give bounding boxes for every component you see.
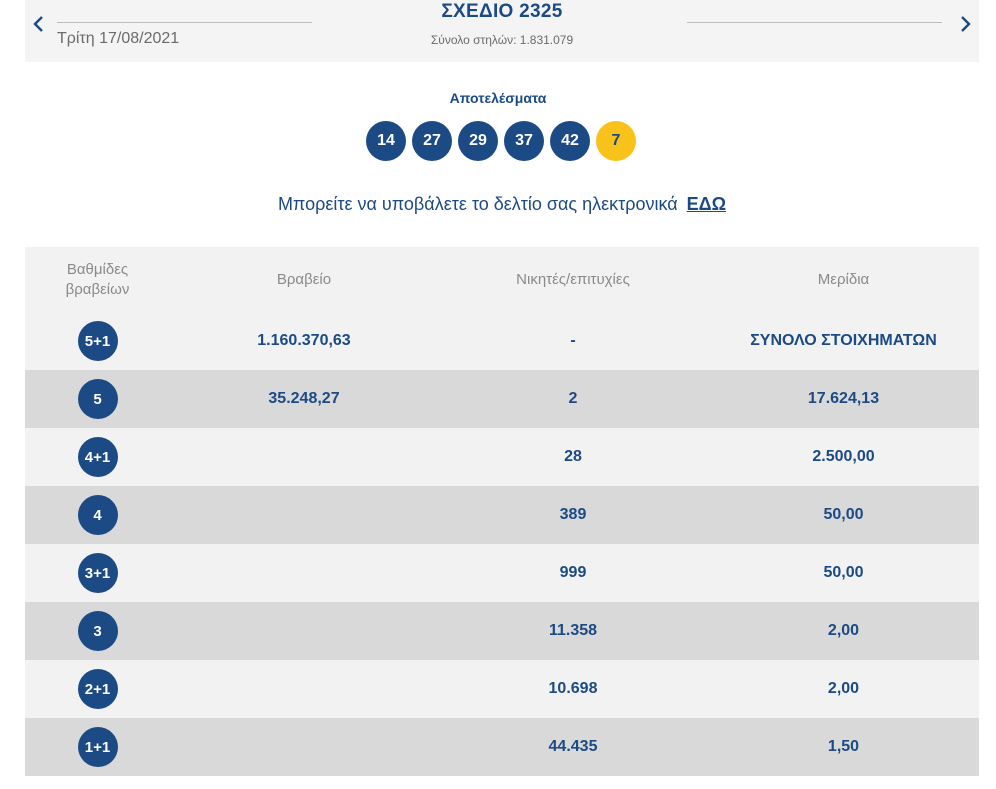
prize-cell — [170, 486, 438, 544]
share-cell: 2,00 — [827, 622, 860, 639]
table-row: 2+1 10.698 2,00 — [25, 660, 979, 718]
chevron-right-icon[interactable] — [955, 12, 975, 36]
joker-ball: 7 — [596, 121, 636, 161]
draw-title: ΣΧΕΔΙΟ 2325 — [441, 1, 563, 22]
winners-cell: - — [570, 332, 576, 349]
header-winners: Νικητές/επιτυχίες — [516, 270, 630, 288]
total-columns: Σύνολο στηλών: 1.831.079 — [430, 33, 574, 47]
submit-text: Μπορείτε να υποβάλετε το δελτίο σας ηλεκ… — [277, 194, 678, 214]
share-cell: ΣΥΝΟΛΟ ΣΤΟΙΧΗΜΑΤΩΝ — [750, 332, 937, 349]
submit-here-link[interactable]: ΕΔΩ — [686, 194, 727, 214]
tier-badge: 3+1 — [77, 553, 118, 593]
share-cell: 2,00 — [827, 680, 860, 697]
prize-cell — [170, 660, 438, 718]
table-header: Βαθμίδες βραβείων Βραβείο Νικητές/επιτυχ… — [25, 247, 979, 312]
prize-cell — [170, 718, 438, 776]
share-cell: 2.500,00 — [812, 448, 875, 465]
header-tier: Βαθμίδες βραβείων — [65, 260, 130, 298]
winners-cell: 2 — [568, 390, 578, 407]
share-cell: 17.624,13 — [807, 390, 880, 407]
divider-left — [57, 22, 312, 23]
tier-badge: 4+1 — [77, 437, 118, 477]
header-prize: Βραβείο — [276, 270, 332, 288]
table-row: 3 11.358 2,00 — [25, 602, 979, 660]
winners-cell: 44.435 — [548, 738, 598, 755]
tier-badge: 1+1 — [77, 727, 118, 767]
prize-cell — [170, 602, 438, 660]
prize-cell — [170, 428, 438, 486]
number-ball: 29 — [458, 121, 498, 161]
tier-badge: 4 — [77, 495, 118, 535]
submit-ticket-line: Μπορείτε να υποβάλετε το δελτίο σας ηλεκ… — [0, 194, 996, 215]
share-cell: 1,50 — [827, 738, 860, 755]
number-ball: 42 — [550, 121, 590, 161]
winners-cell: 10.698 — [548, 680, 598, 697]
results-label: Αποτελέσματα — [449, 90, 547, 106]
draw-header: Τρίτη 17/08/2021 ΣΧΕΔΙΟ 2325 Σύνολο στηλ… — [25, 0, 979, 62]
table-row: 5 35.248,27 2 17.624,13 — [25, 370, 979, 428]
winners-cell: 28 — [564, 448, 582, 465]
divider-right — [687, 22, 942, 23]
number-ball: 14 — [366, 121, 406, 161]
prize-cell — [170, 544, 438, 602]
prize-cell: 35.248,27 — [268, 390, 340, 407]
chevron-left-icon[interactable] — [29, 12, 49, 36]
table-row: 1+1 44.435 1,50 — [25, 718, 979, 776]
tier-badge: 3 — [77, 611, 118, 651]
winners-cell: 11.358 — [548, 622, 598, 639]
tier-badge: 5 — [77, 379, 118, 419]
prize-cell: 1.160.370,63 — [257, 332, 351, 349]
number-ball: 27 — [412, 121, 452, 161]
tier-badge: 2+1 — [77, 669, 118, 709]
winning-numbers: 14 27 29 37 42 7 — [0, 121, 996, 161]
winners-cell: 999 — [559, 564, 587, 581]
table-row: 4 389 50,00 — [25, 486, 979, 544]
table-row: 3+1 999 50,00 — [25, 544, 979, 602]
number-ball: 37 — [504, 121, 544, 161]
prize-table: Βαθμίδες βραβείων Βραβείο Νικητές/επιτυχ… — [25, 247, 979, 776]
share-cell: 50,00 — [823, 564, 864, 581]
header-share: Μερίδια — [817, 270, 870, 288]
draw-date: Τρίτη 17/08/2021 — [57, 30, 180, 47]
tier-badge: 5+1 — [77, 321, 118, 361]
table-row: 4+1 28 2.500,00 — [25, 428, 979, 486]
share-cell: 50,00 — [823, 506, 864, 523]
winners-cell: 389 — [559, 506, 587, 523]
table-row: 5+1 1.160.370,63 - ΣΥΝΟΛΟ ΣΤΟΙΧΗΜΑΤΩΝ — [25, 312, 979, 370]
